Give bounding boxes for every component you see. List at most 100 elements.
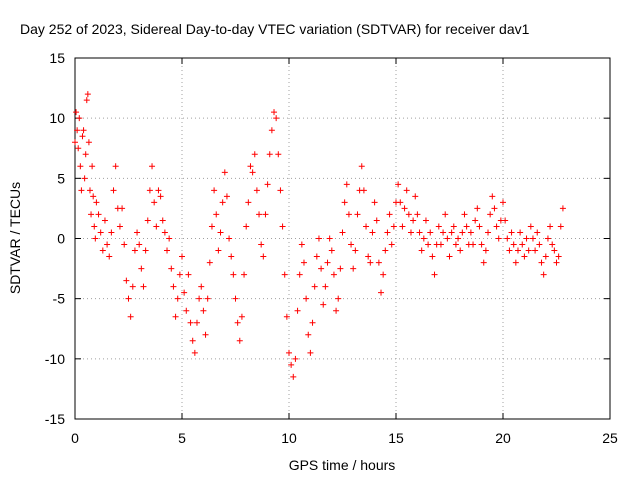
data-point — [179, 253, 185, 260]
data-point — [429, 253, 436, 260]
data-point — [236, 337, 243, 344]
data-point — [461, 211, 468, 218]
y-tick-label: -5 — [53, 291, 66, 307]
data-point — [82, 151, 89, 158]
y-tick-label: 5 — [57, 170, 65, 186]
data-point — [112, 163, 119, 170]
data-point — [264, 181, 271, 188]
data-point — [380, 271, 387, 278]
data-point — [440, 229, 447, 236]
data-point — [271, 109, 278, 116]
data-point — [155, 187, 162, 194]
data-point — [410, 217, 417, 224]
data-point — [134, 229, 141, 236]
data-point — [427, 229, 434, 236]
chart-title: Day 252 of 2023, Sidereal Day-to-day VTE… — [20, 21, 530, 37]
data-point — [232, 295, 239, 302]
data-point — [354, 211, 361, 218]
data-point — [170, 283, 177, 290]
data-point — [83, 97, 90, 104]
data-point — [268, 127, 275, 134]
data-point — [333, 307, 340, 314]
data-point — [525, 247, 532, 254]
data-point — [555, 253, 562, 260]
x-tick-label: 0 — [71, 430, 79, 446]
data-point — [86, 187, 93, 194]
data-point — [414, 211, 421, 218]
data-point — [79, 133, 86, 140]
data-point — [174, 295, 181, 302]
data-point — [435, 223, 442, 230]
data-point — [431, 271, 438, 278]
data-points — [72, 91, 566, 380]
data-point — [136, 241, 143, 248]
data-point — [457, 247, 464, 254]
data-point — [307, 349, 314, 356]
data-point — [296, 271, 303, 278]
x-tick-label: 20 — [495, 430, 511, 446]
data-point — [251, 151, 258, 158]
data-point — [418, 247, 425, 254]
data-point — [189, 337, 196, 344]
data-point — [256, 211, 263, 218]
data-point — [360, 187, 367, 194]
data-point — [527, 223, 534, 230]
data-point — [388, 241, 395, 248]
data-point — [455, 235, 462, 242]
data-point — [89, 163, 96, 170]
data-point — [191, 349, 198, 356]
data-point — [544, 235, 551, 242]
data-point — [309, 319, 316, 326]
data-point — [534, 229, 541, 236]
data-point — [206, 259, 213, 266]
data-point — [557, 223, 564, 230]
data-point — [234, 319, 241, 326]
data-point — [446, 253, 453, 260]
data-point — [77, 163, 84, 170]
data-point — [328, 247, 335, 254]
data-point — [92, 235, 99, 242]
data-point — [159, 217, 166, 224]
data-point — [140, 283, 147, 290]
data-point — [202, 331, 209, 338]
data-point — [401, 205, 408, 212]
data-point — [298, 241, 305, 248]
data-point — [425, 241, 432, 248]
data-point — [407, 229, 414, 236]
data-point — [277, 187, 284, 194]
data-point — [262, 211, 269, 218]
data-point — [529, 235, 536, 242]
data-point — [187, 319, 194, 326]
grid — [75, 58, 610, 419]
data-point — [474, 205, 481, 212]
data-point — [549, 241, 556, 248]
data-point — [144, 217, 151, 224]
data-point — [146, 187, 153, 194]
data-point — [403, 187, 410, 194]
data-point — [81, 175, 88, 182]
data-point — [290, 373, 297, 380]
data-point — [288, 361, 295, 368]
data-point — [519, 241, 526, 248]
data-point — [84, 91, 91, 98]
data-point — [459, 229, 466, 236]
data-point — [378, 289, 385, 296]
data-point — [253, 187, 260, 194]
data-point — [510, 241, 517, 248]
data-point — [119, 205, 126, 212]
data-point — [110, 187, 117, 194]
data-point — [399, 223, 406, 230]
data-point — [384, 229, 391, 236]
data-point — [508, 229, 515, 236]
data-point — [183, 307, 190, 314]
data-point — [442, 211, 449, 218]
data-point — [75, 145, 82, 152]
data-point — [320, 301, 327, 308]
data-point — [91, 223, 98, 230]
data-point — [337, 265, 344, 272]
data-point — [300, 259, 307, 266]
data-point — [142, 247, 149, 254]
data-point — [97, 229, 104, 236]
data-point — [412, 193, 419, 200]
data-point — [85, 139, 92, 146]
